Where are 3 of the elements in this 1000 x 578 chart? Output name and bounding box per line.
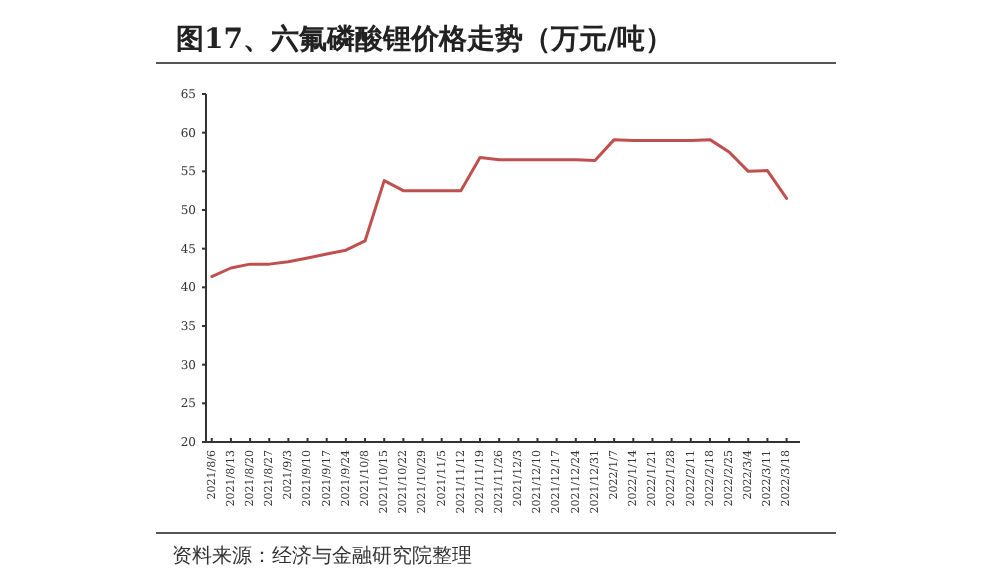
line-series: [210, 138, 789, 279]
text: 资料来源：经济与金融研究院整理: [172, 544, 472, 568]
chart-title: 图17、六氟磷酸锂价格走势（万元/吨）: [176, 22, 674, 56]
